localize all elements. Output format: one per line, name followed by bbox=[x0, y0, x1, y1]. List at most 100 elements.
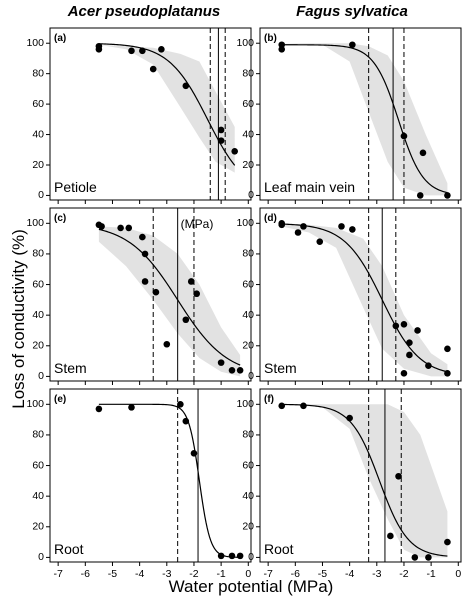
data-point-6 bbox=[425, 554, 432, 561]
data-point-7 bbox=[444, 539, 451, 546]
data-point-8 bbox=[163, 341, 170, 348]
x-tick-label-1: -6 bbox=[81, 568, 90, 580]
data-point-5 bbox=[218, 553, 225, 560]
data-point-7 bbox=[218, 127, 225, 134]
data-point-1 bbox=[98, 223, 105, 230]
organ-label: Root bbox=[264, 541, 294, 557]
x-tick-label-4: -3 bbox=[372, 568, 381, 580]
data-point-6 bbox=[444, 192, 451, 199]
x-tick-label-2: -5 bbox=[318, 568, 327, 580]
data-point-8 bbox=[218, 137, 225, 144]
data-point-4 bbox=[191, 450, 198, 457]
y-tick-label-1: 20 bbox=[32, 159, 44, 171]
y-tick-label-0: 0 bbox=[38, 370, 44, 382]
y-tick-label-4: 80 bbox=[242, 67, 254, 79]
data-point-10 bbox=[188, 278, 195, 285]
data-point-2 bbox=[295, 229, 302, 236]
panel-c: 020406080100 (c)Stem(MPa) bbox=[26, 208, 251, 385]
x-tick-label-4: -3 bbox=[162, 568, 171, 580]
panel-letter: (a) bbox=[54, 33, 66, 44]
data-point-3 bbox=[139, 48, 146, 55]
y-tick-label-0: 0 bbox=[248, 370, 254, 382]
panel-d: 0 20 40 60 80 100 (d) Stem bbox=[236, 208, 461, 385]
y-tick-label-5: 100 bbox=[26, 217, 44, 229]
y-tick-label-2: 40 bbox=[242, 309, 254, 321]
data-point-14 bbox=[237, 367, 244, 374]
data-point-2 bbox=[177, 401, 184, 408]
y-tick-label-4: 80 bbox=[242, 429, 254, 441]
y-tick-label-2: 40 bbox=[242, 490, 254, 502]
data-point-9 bbox=[406, 339, 413, 346]
x-tick-label-1: -6 bbox=[291, 568, 300, 580]
y-tick-label-2: 40 bbox=[32, 128, 44, 140]
data-point-4 bbox=[316, 238, 323, 245]
data-point-7 bbox=[153, 289, 160, 296]
data-point-6 bbox=[183, 83, 190, 90]
y-tick-label-0: 0 bbox=[248, 189, 254, 201]
data-point-13 bbox=[401, 370, 408, 377]
data-point-4 bbox=[139, 234, 146, 241]
data-point-7 bbox=[237, 553, 244, 560]
data-point-11 bbox=[406, 352, 413, 359]
column-title-left: Acer pseudoplatanus bbox=[67, 3, 221, 20]
y-tick-label-2: 40 bbox=[32, 309, 44, 321]
data-point-9 bbox=[231, 148, 238, 155]
data-point-5 bbox=[417, 192, 424, 199]
y-tick-label-5: 100 bbox=[236, 37, 254, 49]
x-tick-label-5: -2 bbox=[399, 568, 408, 580]
data-point-12 bbox=[218, 359, 225, 366]
data-point-3 bbox=[395, 473, 402, 480]
organ-label: Stem bbox=[264, 360, 297, 376]
panel-letter: (e) bbox=[54, 394, 66, 405]
column-title-right: Fagus sylvatica bbox=[296, 3, 408, 20]
y-tick-label-5: 100 bbox=[26, 37, 44, 49]
y-tick-label-1: 20 bbox=[32, 340, 44, 352]
y-tick-label-3: 60 bbox=[242, 278, 254, 290]
y-tick-label-1: 20 bbox=[242, 340, 254, 352]
data-point-10 bbox=[414, 327, 421, 334]
data-point-4 bbox=[150, 66, 157, 73]
panel-letter: (f) bbox=[264, 394, 274, 405]
y-axis-title: Loss of conductivity (%) bbox=[9, 229, 28, 409]
panel-letter: (b) bbox=[264, 33, 277, 44]
annotation: (MPa) bbox=[181, 217, 214, 231]
data-point-13 bbox=[229, 367, 236, 374]
data-point-1 bbox=[278, 222, 285, 229]
data-point-1 bbox=[96, 46, 103, 53]
data-point-0 bbox=[278, 403, 285, 410]
y-tick-label-3: 60 bbox=[242, 459, 254, 471]
data-point-9 bbox=[183, 316, 190, 323]
y-tick-label-5: 100 bbox=[26, 398, 44, 410]
panel-letter: (c) bbox=[54, 213, 66, 224]
y-tick-label-5: 100 bbox=[236, 398, 254, 410]
y-tick-label-3: 60 bbox=[32, 98, 44, 110]
data-point-8 bbox=[401, 321, 408, 328]
panel-b: 0 20 40 60 80 100 (b) Leaf main vein bbox=[236, 28, 461, 204]
data-point-15 bbox=[444, 370, 451, 377]
organ-label: Petiole bbox=[54, 179, 97, 195]
x-tick-label-2: -5 bbox=[108, 568, 117, 580]
data-point-6 bbox=[349, 226, 356, 233]
data-point-12 bbox=[425, 362, 432, 369]
data-point-2 bbox=[349, 41, 356, 48]
data-point-2 bbox=[128, 48, 135, 55]
data-point-2 bbox=[117, 225, 124, 232]
panel-e: -7 -6 -5 -4 -3 -2 -1 0020406080100 (e)Root bbox=[26, 389, 251, 580]
data-point-2 bbox=[346, 415, 353, 422]
x-tick-label-0: -7 bbox=[53, 568, 62, 580]
y-tick-label-2: 40 bbox=[242, 128, 254, 140]
y-tick-label-3: 60 bbox=[32, 278, 44, 290]
x-tick-label-3: -4 bbox=[135, 568, 144, 580]
y-tick-label-4: 80 bbox=[242, 248, 254, 260]
panel-f: -7 -6 -5 -4 -3 -2 -1 0020406080100 (f)Root bbox=[236, 389, 461, 580]
y-tick-label-4: 80 bbox=[32, 67, 44, 79]
y-tick-label-2: 40 bbox=[32, 490, 44, 502]
y-tick-label-4: 80 bbox=[32, 248, 44, 260]
data-point-7 bbox=[393, 323, 400, 330]
x-tick-label-7: 0 bbox=[245, 568, 251, 580]
data-point-3 bbox=[183, 418, 190, 425]
organ-label: Root bbox=[54, 541, 84, 557]
data-point-1 bbox=[128, 404, 135, 411]
data-point-0 bbox=[96, 406, 103, 413]
